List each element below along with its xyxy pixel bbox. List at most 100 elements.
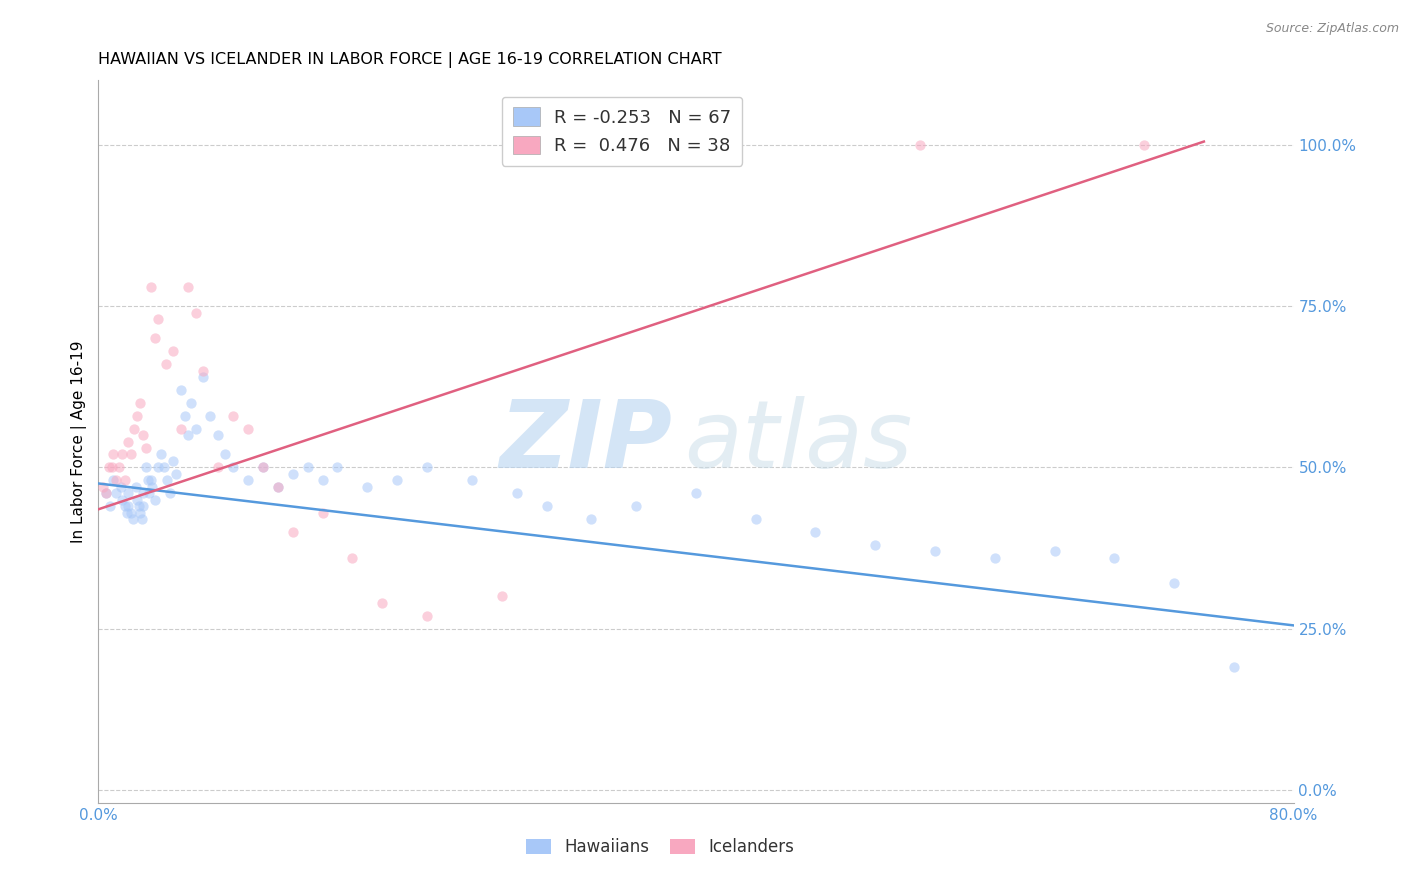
Point: [131, 512, 153, 526]
Point: [132, 486, 155, 500]
Point: [97, 460, 120, 475]
Point: [267, 480, 290, 494]
Point: [148, 460, 170, 475]
Point: [148, 312, 170, 326]
Point: [111, 492, 134, 507]
Point: [416, 608, 439, 623]
Point: [1133, 137, 1156, 152]
Point: [326, 460, 349, 475]
Point: [132, 499, 155, 513]
Text: Source: ZipAtlas.com: Source: ZipAtlas.com: [1265, 22, 1399, 36]
Point: [252, 460, 274, 475]
Point: [311, 473, 333, 487]
Point: [177, 279, 200, 293]
Point: [461, 473, 484, 487]
Point: [124, 422, 146, 436]
Point: [91, 480, 114, 494]
Point: [236, 422, 259, 436]
Point: [162, 344, 184, 359]
Point: [143, 331, 166, 345]
Point: [153, 460, 176, 475]
Point: [136, 473, 159, 487]
Point: [924, 544, 946, 558]
Text: ZIP: ZIP: [499, 395, 672, 488]
Point: [159, 486, 181, 500]
Point: [94, 486, 117, 500]
Point: [184, 422, 207, 436]
Point: [297, 460, 319, 475]
Point: [129, 396, 152, 410]
Point: [745, 512, 768, 526]
Point: [143, 492, 166, 507]
Point: [267, 480, 290, 494]
Point: [165, 467, 187, 481]
Legend: Hawaiians, Icelanders: Hawaiians, Icelanders: [520, 831, 800, 863]
Point: [222, 409, 245, 423]
Point: [103, 473, 125, 487]
Point: [114, 499, 136, 513]
Point: [908, 137, 931, 152]
Point: [141, 480, 163, 494]
Point: [174, 409, 197, 423]
Point: [155, 357, 177, 371]
Point: [536, 499, 558, 513]
Point: [984, 550, 1007, 565]
Point: [581, 512, 603, 526]
Point: [156, 473, 179, 487]
Point: [101, 460, 124, 475]
Point: [252, 460, 274, 475]
Point: [139, 473, 162, 487]
Point: [1163, 576, 1185, 591]
Point: [135, 460, 157, 475]
Text: HAWAIIAN VS ICELANDER IN LABOR FORCE | AGE 16-19 CORRELATION CHART: HAWAIIAN VS ICELANDER IN LABOR FORCE | A…: [98, 52, 723, 68]
Point: [626, 499, 648, 513]
Point: [342, 550, 364, 565]
Point: [139, 279, 162, 293]
Point: [105, 473, 128, 487]
Point: [207, 428, 229, 442]
Point: [127, 492, 149, 507]
Point: [121, 512, 143, 526]
Point: [117, 434, 139, 449]
Point: [685, 486, 707, 500]
Point: [371, 596, 394, 610]
Point: [214, 447, 236, 461]
Point: [117, 486, 139, 500]
Point: [135, 441, 157, 455]
Point: [169, 383, 191, 397]
Point: [110, 480, 132, 494]
Point: [125, 480, 148, 494]
Point: [385, 473, 409, 487]
Point: [127, 409, 149, 423]
Point: [491, 590, 513, 604]
Point: [103, 447, 125, 461]
Text: atlas: atlas: [685, 396, 912, 487]
Point: [804, 524, 827, 539]
Y-axis label: In Labor Force | Age 16-19: In Labor Force | Age 16-19: [72, 340, 87, 543]
Point: [98, 499, 122, 513]
Point: [184, 305, 207, 319]
Point: [191, 370, 214, 384]
Point: [1104, 550, 1126, 565]
Point: [162, 454, 184, 468]
Point: [169, 422, 191, 436]
Point: [138, 486, 160, 500]
Point: [114, 473, 136, 487]
Point: [115, 506, 138, 520]
Point: [506, 486, 529, 500]
Point: [191, 363, 214, 377]
Point: [120, 506, 142, 520]
Point: [117, 499, 139, 513]
Point: [129, 506, 152, 520]
Point: [128, 499, 150, 513]
Point: [416, 460, 439, 475]
Point: [356, 480, 378, 494]
Point: [311, 506, 333, 520]
Point: [865, 538, 887, 552]
Point: [200, 409, 222, 423]
Point: [1223, 660, 1246, 674]
Point: [1043, 544, 1066, 558]
Point: [207, 460, 229, 475]
Point: [180, 396, 202, 410]
Point: [150, 447, 173, 461]
